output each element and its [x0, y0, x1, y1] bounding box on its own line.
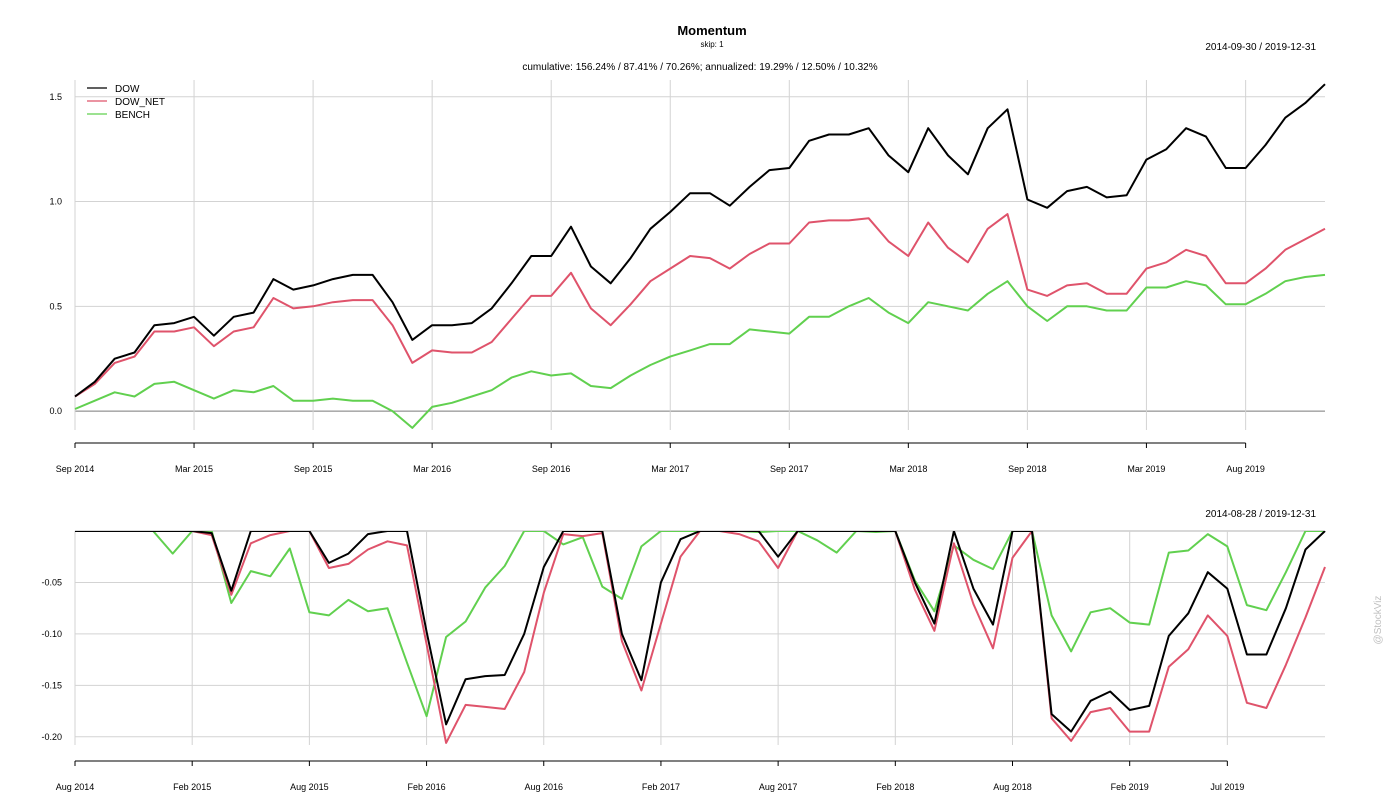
cumulative-returns-panel: 0.0 0.5 1.0 1.5 Sep 2014 Mar 2015 Sep 2015 Mar …	[49, 80, 1326, 474]
bottom-y-tick-label: -0.15	[41, 680, 62, 690]
bottom-x-tick-label: Jul 2019	[1210, 782, 1244, 792]
top-y-tick-label: 1.0	[49, 197, 62, 207]
bottom-x-tick-label: Feb 2016	[408, 782, 446, 792]
top-series-bench	[74, 273, 1326, 429]
top-x-tick-label: Mar 2017	[651, 464, 689, 474]
top-x-tick-label: Sep 2015	[294, 464, 333, 474]
bottom-x-tick-label: Feb 2019	[1111, 782, 1149, 792]
bottom-x-tick-label: Aug 2015	[290, 782, 329, 792]
chart-subtitle: skip: 1	[700, 40, 724, 49]
top-y-tick-label: 1.5	[49, 92, 62, 102]
bottom-y-tick-label: -0.20	[41, 732, 62, 742]
bottom-x-tick-label: Aug 2014	[56, 782, 95, 792]
top-date-range: 2014-09-30 / 2019-12-31	[1205, 42, 1316, 53]
bottom-x-tick-label: Aug 2016	[524, 782, 563, 792]
bottom-series-bench	[75, 531, 1325, 718]
legend-label-dow: DOW	[115, 84, 140, 95]
bottom-series-dow-net	[75, 531, 1326, 744]
top-x-tick-label: Mar 2016	[413, 464, 451, 474]
top-x-tick-label: Aug 2019	[1226, 464, 1265, 474]
top-x-tick-label: Mar 2019	[1127, 464, 1165, 474]
bottom-x-tick-label: Feb 2015	[173, 782, 211, 792]
bottom-y-tick-label: -0.05	[41, 577, 62, 587]
top-x-tick-label: Sep 2017	[770, 464, 809, 474]
bottom-x-tick-label: Feb 2017	[642, 782, 680, 792]
bottom-x-tick-label: Feb 2018	[876, 782, 914, 792]
top-x-tick-label: Sep 2014	[56, 464, 95, 474]
chart-title: Momentum	[677, 23, 746, 38]
bottom-x-tick-label: Aug 2017	[759, 782, 798, 792]
drawdown-panel: -0.05 -0.10 -0.15 -0.20 Aug 2014 Feb 2015 Aug …	[41, 530, 1326, 792]
top-x-tick-label: Mar 2018	[889, 464, 927, 474]
top-x-tick-label: Sep 2016	[532, 464, 571, 474]
bottom-x-tick-label: Aug 2018	[993, 782, 1032, 792]
bottom-date-range: 2014-08-28 / 2019-12-31	[1205, 509, 1316, 520]
cumulative-summary: cumulative: 156.24% / 87.41% / 70.26%; a…	[522, 62, 877, 73]
top-x-tick-label: Mar 2015	[175, 464, 213, 474]
top-x-tick-label: Sep 2018	[1008, 464, 1047, 474]
top-series-dow-net	[74, 213, 1326, 398]
top-y-tick-label: 0.5	[49, 301, 62, 311]
bottom-y-tick-label: -0.10	[41, 629, 62, 639]
watermark: @StockViz	[1373, 596, 1384, 645]
bottom-series-dow	[75, 531, 1326, 733]
legend-label-bench: BENCH	[115, 110, 150, 121]
legend-label-dow-net: DOW_NET	[115, 97, 165, 108]
top-y-tick-label: 0.0	[49, 406, 62, 416]
top-series-dow	[74, 83, 1326, 398]
